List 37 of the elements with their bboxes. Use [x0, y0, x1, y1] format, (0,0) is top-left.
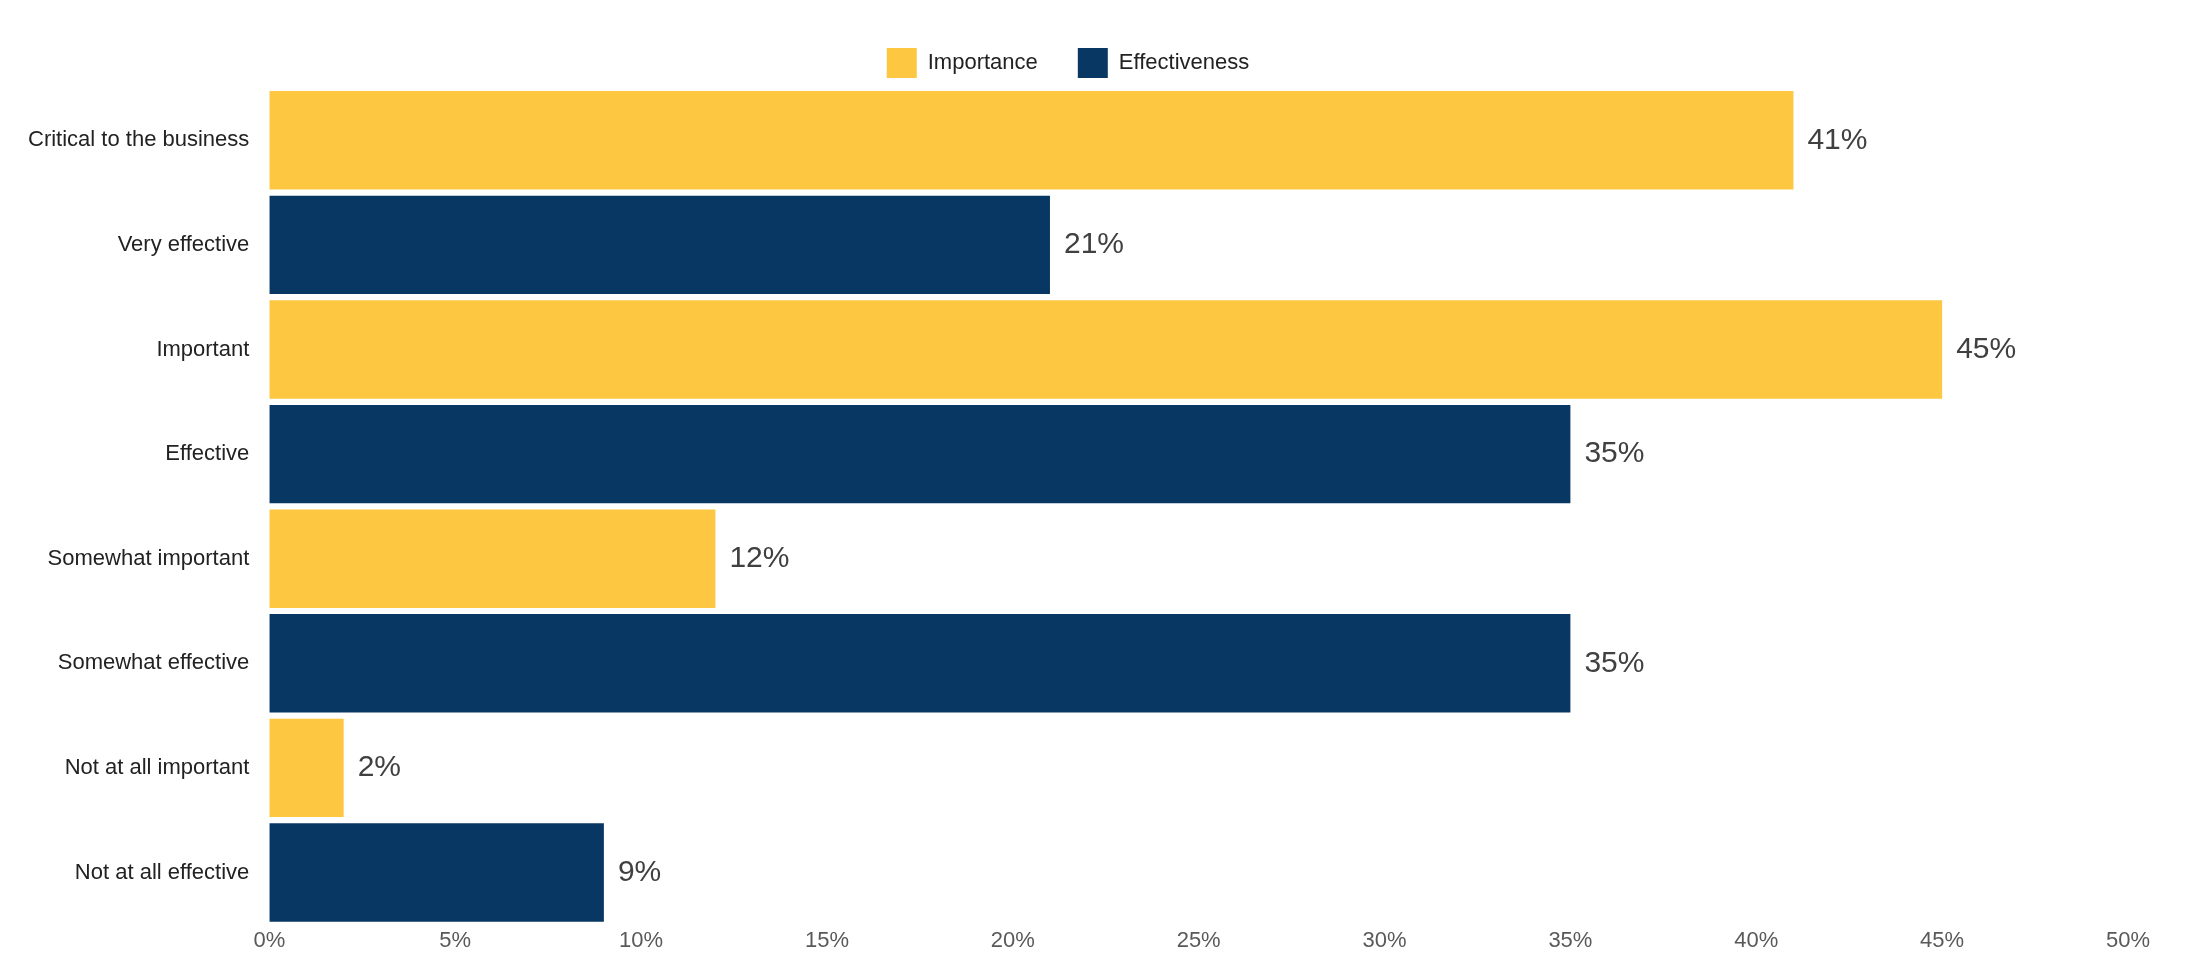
x-tick-label: 0%	[253, 927, 286, 953]
y-tick-label: Not at all effective	[74, 858, 250, 884]
x-tick-label: 40%	[1734, 927, 1779, 953]
bar	[269, 404, 1571, 504]
x-tick-label: 10%	[619, 927, 664, 953]
data-label: 35%	[1584, 644, 1645, 678]
y-tick-label: Somewhat important	[47, 544, 250, 570]
y-tick-label: Very effective	[117, 230, 250, 256]
bar	[269, 300, 1943, 399]
y-tick-label: Somewhat effective	[57, 649, 250, 675]
x-tick-label: 25%	[1176, 927, 1221, 953]
y-tick-label: Important	[156, 335, 250, 361]
x-tick-label: 15%	[804, 927, 849, 953]
data-label: 12%	[729, 539, 790, 573]
y-tick-label: Not at all important	[64, 753, 250, 779]
data-label: 41%	[1807, 121, 1868, 155]
x-tick-label: 50%	[2105, 927, 2151, 953]
data-label: 2%	[357, 749, 402, 783]
x-tick-label: 20%	[990, 927, 1035, 953]
data-label: 45%	[1956, 330, 2017, 364]
legend-label: Effectiveness	[1118, 49, 1250, 75]
x-tick-label: 30%	[1362, 927, 1407, 953]
x-tick-label: 45%	[1920, 927, 1965, 953]
bar	[269, 509, 716, 608]
bar	[269, 718, 344, 818]
y-tick-label: Critical to the business	[27, 126, 250, 152]
data-label: 21%	[1063, 226, 1125, 260]
bar	[269, 614, 1571, 713]
x-tick-label: 5%	[439, 927, 472, 953]
bar	[269, 91, 1794, 190]
bar	[269, 195, 1050, 295]
x-tick-label: 35%	[1548, 927, 1593, 953]
data-label: 35%	[1584, 435, 1645, 469]
y-tick-label: Effective	[165, 440, 250, 466]
data-label: 9%	[617, 853, 662, 887]
bar	[269, 823, 604, 922]
legend-label: Importance	[927, 49, 1038, 75]
